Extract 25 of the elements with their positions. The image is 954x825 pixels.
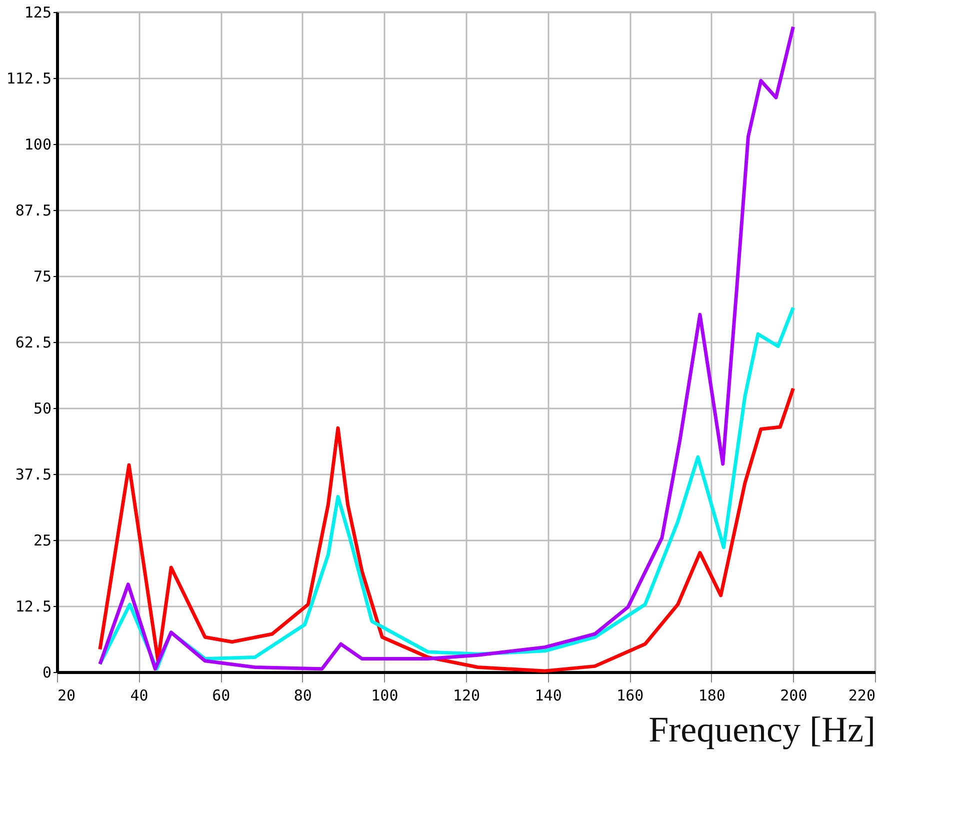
x-tick-label: 140 — [534, 686, 562, 704]
x-tick-label: 200 — [780, 686, 808, 704]
x-tick-label: 180 — [698, 686, 726, 704]
x-tick-label: 20 — [58, 686, 76, 704]
y-tick-label: 112.5 — [6, 70, 52, 88]
x-tick-label: 40 — [130, 686, 148, 704]
y-tick-label: 100 — [24, 136, 52, 154]
y-tick-label: 87.5 — [15, 202, 52, 220]
y-tick-label: 50 — [33, 400, 52, 418]
x-axis-title: Frequency [Hz] — [648, 710, 876, 750]
line-series — [98, 25, 795, 671]
y-tick-label: 12.5 — [15, 598, 52, 616]
line-series — [98, 386, 795, 673]
y-tick-label: 75 — [33, 268, 52, 286]
y-tick-label: 37.5 — [15, 466, 52, 484]
x-tick-label: 100 — [371, 686, 398, 704]
y-tick-label: 125 — [24, 4, 52, 22]
y-tick-label: 25 — [33, 532, 52, 550]
y-tick-label: 62.5 — [15, 334, 52, 352]
x-tick-label: 80 — [294, 686, 312, 704]
x-tick-label: 220 — [848, 686, 876, 704]
x-tick-label: 120 — [452, 686, 480, 704]
x-tick-label: 60 — [212, 686, 230, 704]
x-tick-label: 160 — [616, 686, 644, 704]
y-tick-label: 0 — [42, 664, 52, 682]
